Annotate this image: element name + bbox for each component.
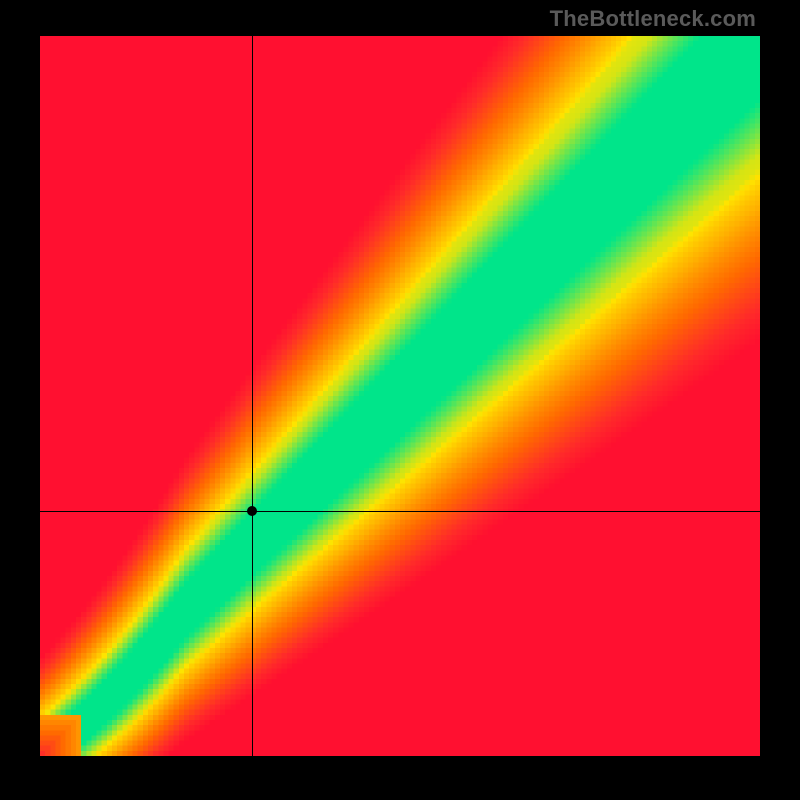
crosshair-horizontal bbox=[40, 511, 760, 512]
heatmap-canvas bbox=[40, 36, 760, 756]
figure-root: TheBottleneck.com bbox=[0, 0, 800, 800]
watermark-text: TheBottleneck.com bbox=[550, 6, 756, 32]
crosshair-vertical bbox=[252, 36, 253, 756]
plot-area bbox=[40, 36, 760, 756]
